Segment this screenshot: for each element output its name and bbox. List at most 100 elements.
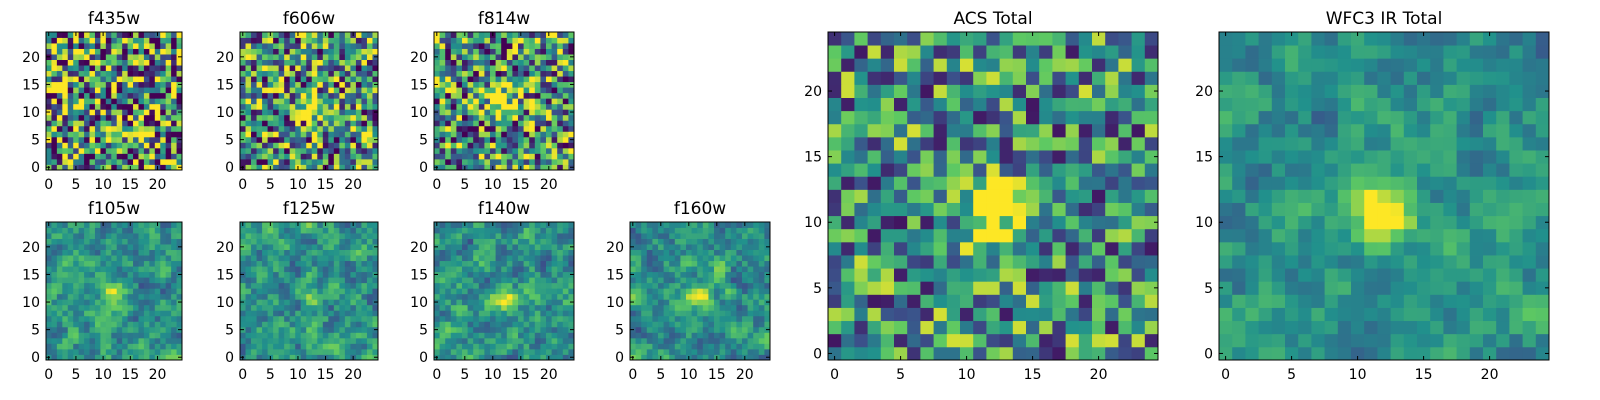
heatmap-cell — [450, 158, 457, 165]
heatmap-cell — [434, 103, 440, 110]
heatmap-cell — [434, 76, 440, 83]
heatmap-cell — [880, 189, 895, 203]
heatmap-cell — [51, 92, 58, 99]
heatmap-cell — [361, 114, 368, 121]
heatmap-cell — [160, 147, 167, 154]
heatmap-cell — [450, 222, 457, 228]
heatmap-cell — [328, 37, 335, 44]
heatmap-cell — [986, 163, 1000, 177]
heatmap-cell — [306, 103, 313, 110]
heatmap-cell — [523, 54, 530, 60]
heatmap-cell — [907, 255, 921, 269]
heatmap-cell — [311, 343, 318, 350]
heatmap-cell — [529, 266, 536, 273]
heatmap-cell — [652, 326, 659, 333]
heatmap-cell — [267, 293, 274, 300]
heatmap-cell — [122, 142, 128, 149]
heatmap-cell — [245, 109, 252, 116]
heatmap-cell — [122, 65, 128, 72]
heatmap-cell — [138, 354, 145, 361]
heatmap-cell — [273, 65, 280, 72]
heatmap-cell — [284, 109, 291, 116]
heatmap-cell — [534, 103, 541, 110]
heatmap-cell — [350, 249, 357, 256]
heatmap-cell — [551, 348, 558, 355]
heatmap-cell — [512, 136, 519, 143]
heatmap-cell — [490, 321, 496, 328]
heatmap-cell — [473, 48, 480, 55]
heatmap-cell — [960, 346, 974, 361]
heatmap-cell — [456, 76, 463, 83]
heatmap-cell — [1039, 346, 1053, 361]
heatmap-cell — [546, 147, 552, 154]
panel-title: f105w — [88, 199, 140, 219]
heatmap-cell — [165, 343, 172, 350]
heatmap-cell — [62, 37, 69, 44]
heatmap-cell — [154, 147, 161, 154]
heatmap-cell — [534, 114, 541, 121]
heatmap-cell — [439, 337, 446, 344]
heatmap-cell — [366, 288, 373, 295]
heatmap-cell — [473, 332, 480, 339]
heatmap-cell — [105, 227, 112, 234]
heatmap-cell — [506, 299, 513, 306]
heatmap-cell — [245, 277, 252, 284]
heatmap-cell — [742, 326, 748, 333]
heatmap-cell — [478, 244, 485, 250]
heatmap-cell — [562, 76, 569, 83]
heatmap-cell — [127, 87, 134, 94]
heatmap-cell — [742, 288, 748, 295]
heatmap-cell — [311, 227, 318, 234]
heatmap-cell — [462, 59, 468, 66]
heatmap-cell — [171, 348, 177, 355]
heatmap-cell — [747, 227, 754, 234]
heatmap-cell — [295, 59, 302, 66]
heatmap-cell — [251, 164, 257, 171]
heatmap-cell — [439, 288, 446, 295]
heatmap-cell — [138, 158, 145, 165]
heatmap-cell — [551, 332, 558, 339]
heatmap-cell — [78, 125, 85, 132]
heatmap-cell — [1144, 241, 1159, 256]
heatmap-cell — [562, 54, 569, 60]
heatmap-cell — [999, 189, 1014, 203]
heatmap-cell — [111, 59, 118, 66]
heatmap-cell — [176, 103, 183, 110]
heatmap-cell — [256, 315, 263, 322]
heatmap-cell — [278, 48, 285, 55]
heatmap-cell — [176, 337, 183, 344]
heatmap-cell — [165, 109, 172, 116]
heatmap-cell — [557, 147, 564, 154]
heatmap-cell — [245, 227, 252, 234]
heatmap-cell — [1039, 320, 1053, 335]
heatmap-cell — [663, 271, 670, 278]
heatmap-cell — [523, 288, 530, 295]
heatmap-cell — [94, 304, 101, 311]
heatmap-cell — [652, 332, 659, 339]
heatmap-cell — [725, 315, 732, 322]
heatmap-cell — [273, 299, 280, 306]
heatmap-cell — [747, 282, 754, 289]
heatmap-cell — [366, 343, 373, 350]
heatmap-cell — [467, 109, 474, 116]
heatmap-cell — [111, 109, 118, 116]
heatmap-cell — [165, 260, 172, 267]
heatmap-cell — [289, 222, 296, 228]
heatmap-cell — [372, 304, 379, 311]
heatmap-cell — [960, 307, 974, 322]
heatmap-cell — [854, 228, 868, 243]
heatmap-cell — [154, 233, 161, 239]
heatmap-cell — [490, 153, 496, 160]
heatmap-cell — [127, 125, 134, 132]
heatmap-cell — [467, 153, 474, 160]
heatmap-cell — [462, 103, 468, 110]
heatmap-cell — [311, 164, 318, 171]
heatmap-cell — [154, 321, 161, 328]
heatmap-cell — [317, 76, 324, 83]
heatmap-cell — [284, 87, 291, 94]
heatmap-cell — [663, 266, 670, 273]
heatmap-cell — [105, 271, 112, 278]
heatmap-cell — [484, 271, 491, 278]
heatmap-cell — [295, 70, 302, 77]
heatmap-cell — [568, 142, 575, 149]
